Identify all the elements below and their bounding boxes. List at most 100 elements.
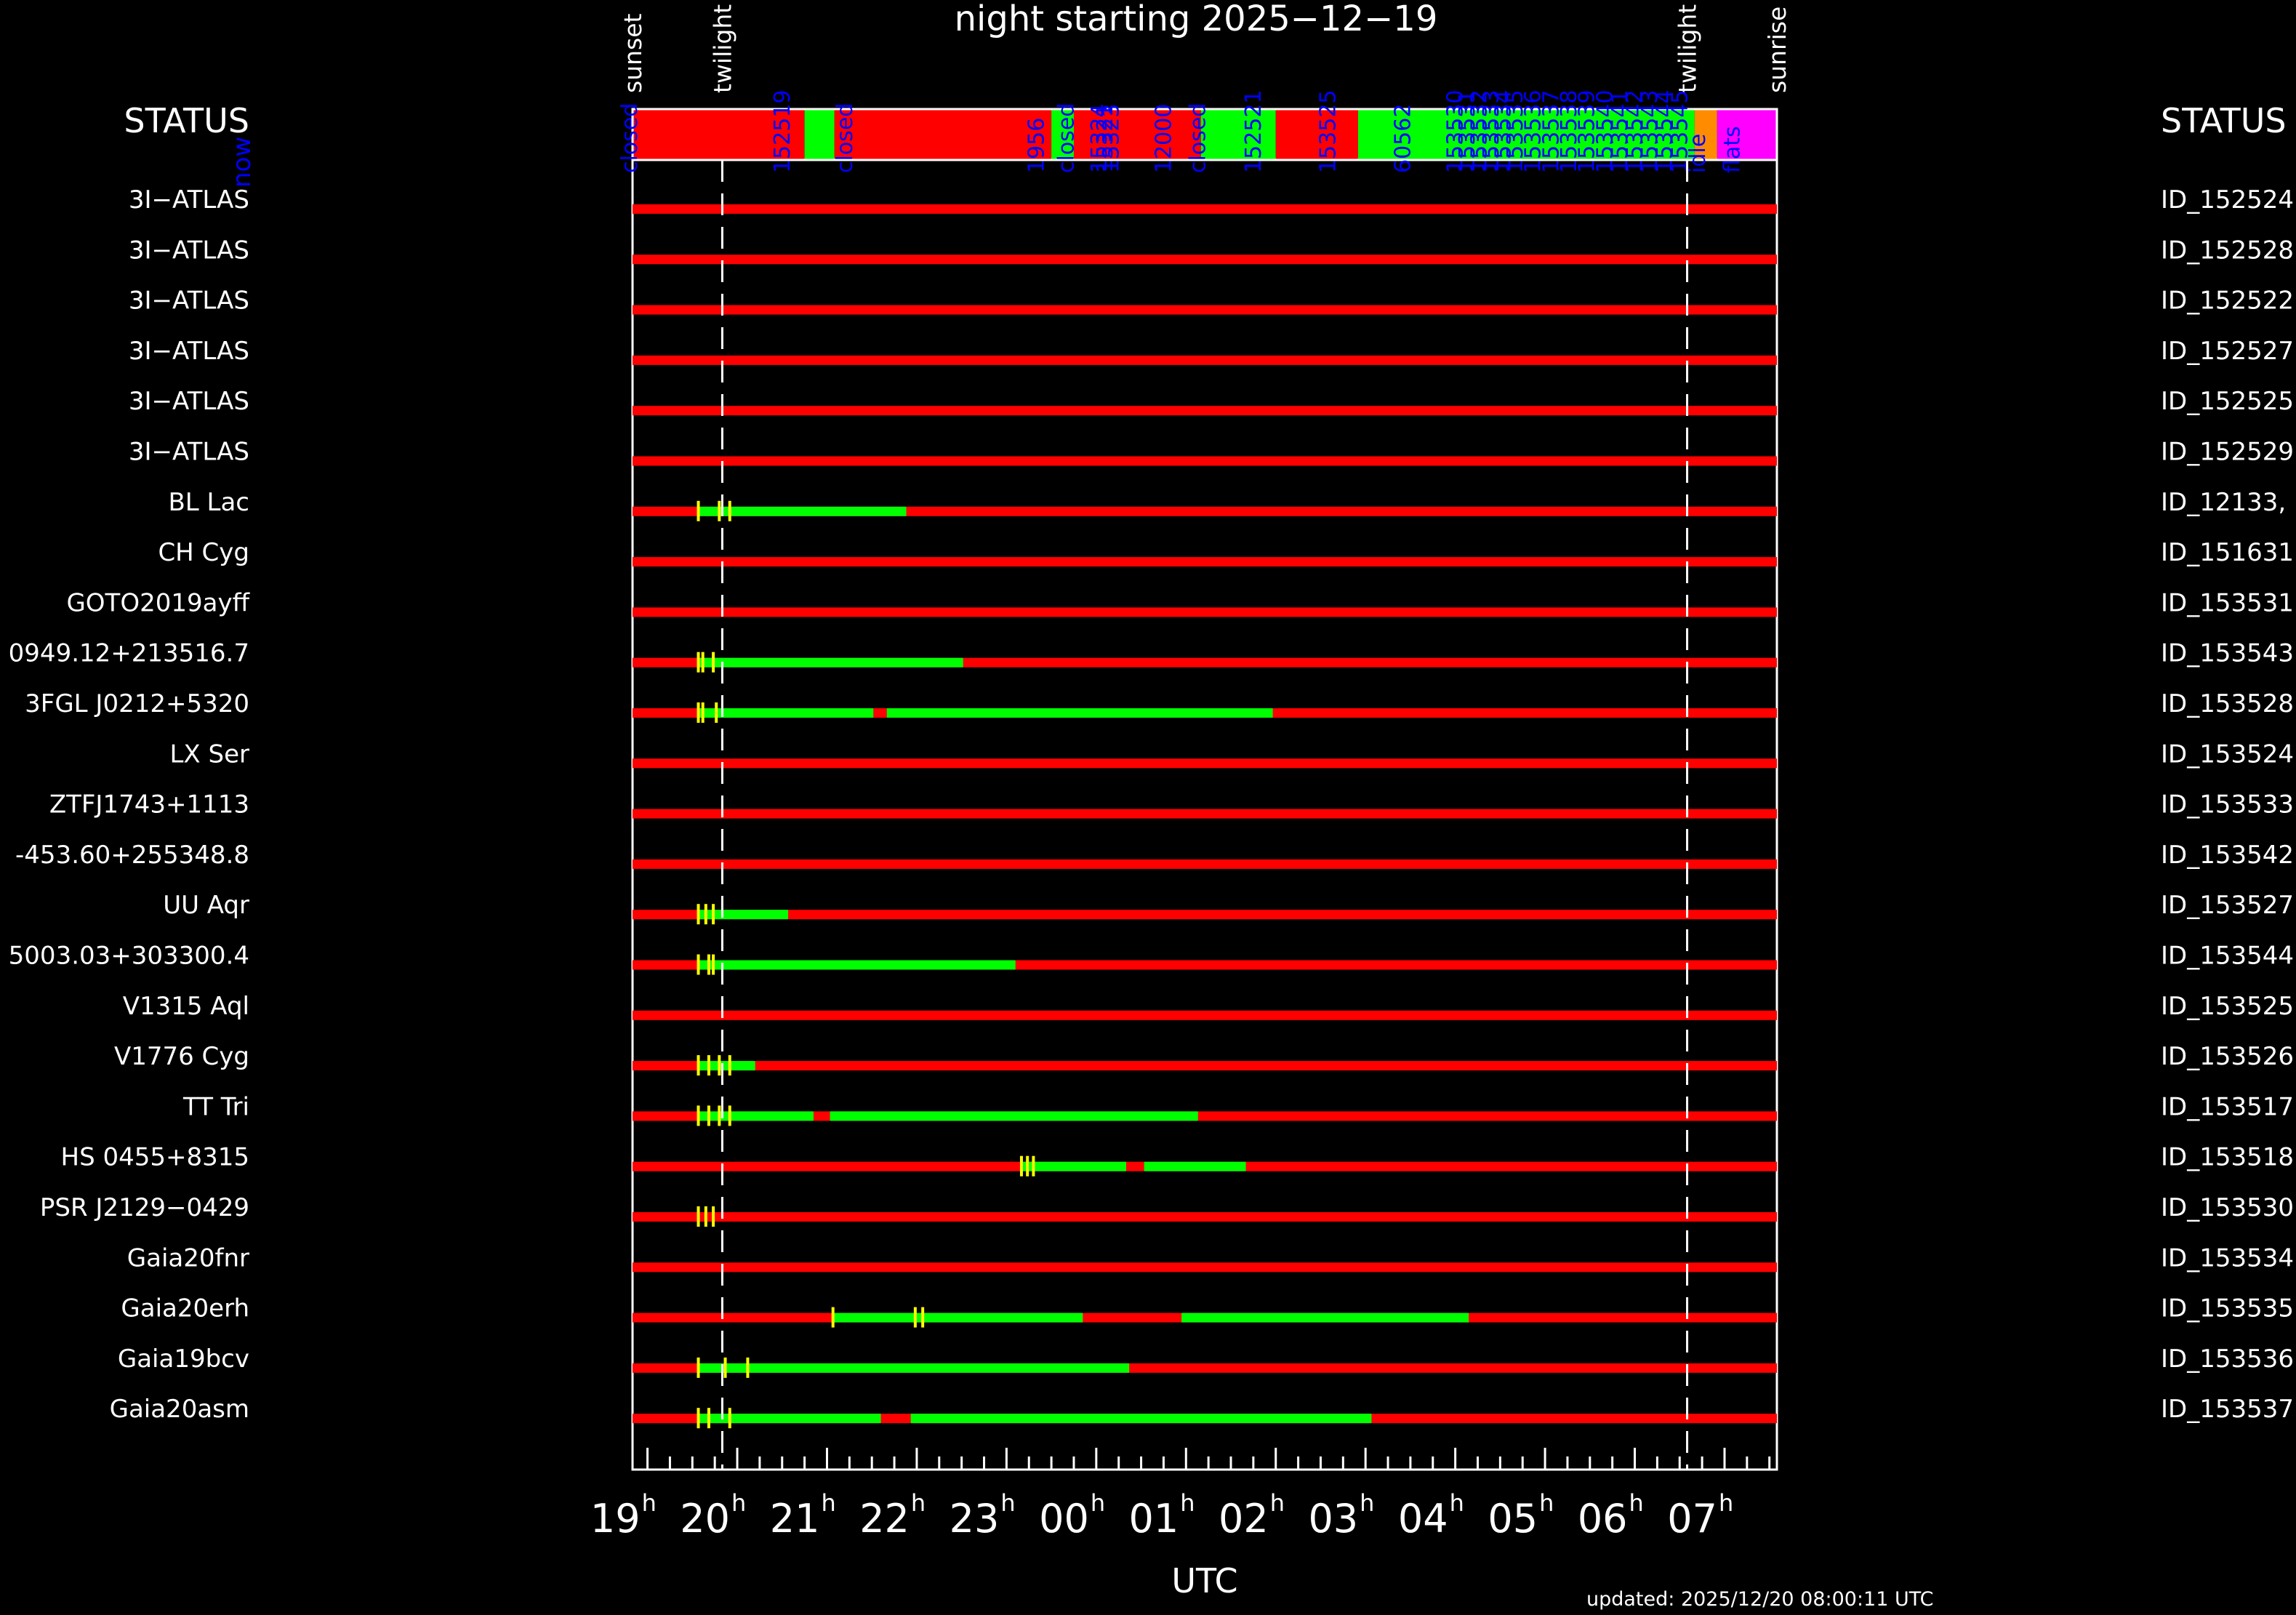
row-unobservable-bar — [633, 204, 1777, 214]
row-unobservable-bar — [633, 1262, 1777, 1273]
x-tick-label-suffix: h — [911, 1489, 926, 1517]
status-bar-label: 153530 — [1443, 89, 1469, 173]
row-target-id: ID_153542 — [2161, 841, 2294, 870]
row-exposure-tick — [707, 1105, 710, 1126]
row-exposure-tick — [1026, 1155, 1029, 1177]
row-target-name: PSR J2129−0429 — [40, 1193, 249, 1222]
row-exposure-tick — [712, 652, 715, 673]
row-target-name: 3FGL J0212+5320 — [25, 689, 249, 718]
row-target-id: ID_153536 — [2161, 1345, 2294, 1374]
row-unobservable-bar — [633, 355, 1777, 365]
x-tick-label: 07 — [1667, 1496, 1717, 1542]
row-exposure-tick — [715, 702, 718, 723]
status-bar-label: 1956 — [1024, 118, 1050, 173]
updated-timestamp: updated: 2025/12/20 08:00:11 UTC — [1586, 1588, 1934, 1611]
status-bar-label: 153544 — [1653, 89, 1678, 173]
status-bar-label: 15324 — [1087, 104, 1112, 173]
status-bar-label: 152519 — [770, 89, 795, 173]
status-segment-flats — [1717, 109, 1777, 160]
status-bar-label: idle — [1685, 134, 1711, 173]
row-target-id: ID_153537 — [2161, 1395, 2294, 1424]
row-target-name: 3I−ATLAS — [129, 286, 249, 316]
status-bar-label: 15323 — [1099, 104, 1124, 173]
row-exposure-tick — [718, 1105, 721, 1126]
x-tick-label: 22 — [859, 1496, 910, 1542]
row-unobservable-bar — [633, 1010, 1777, 1020]
row-unobservable-bar — [633, 1212, 1777, 1222]
x-tick-label: 02 — [1219, 1496, 1269, 1542]
row-observable-segment — [698, 708, 874, 718]
status-bar-label: 153531 — [1455, 89, 1480, 173]
row-target-id: ID_153544 — [2161, 942, 2294, 971]
twilight-lines — [720, 160, 1689, 1470]
row-exposure-tick — [746, 1357, 750, 1378]
row-exposure-tick — [701, 702, 705, 723]
row-observable-segment — [886, 708, 1273, 718]
status-bar-label: 15321 — [1093, 104, 1118, 173]
row-unobservable-bar — [633, 305, 1777, 315]
status-bar-label: closed — [1186, 103, 1211, 173]
row-unobservable-bar — [633, 1061, 1777, 1071]
marker-label-sunrise: sunrise — [1763, 7, 1791, 93]
status-bar-labels: closed 152519 closed 1956 closed 153241532115… — [617, 89, 1745, 173]
row-target-name: BL Lac — [168, 488, 249, 517]
x-tick-label-suffix: h — [1719, 1489, 1733, 1517]
status-segment-open — [1357, 109, 1695, 160]
row-exposure-tick — [707, 954, 710, 975]
time-axis: 19 h 20 h 21 h 22 h 23 h 00 h 01 h 02 h 03 h 04 h 05 h 06 h 07 h — [590, 1448, 1771, 1542]
status-bar-label: closed — [1054, 103, 1080, 173]
row-exposure-tick — [697, 500, 700, 521]
status-bar — [631, 108, 1778, 161]
row-target-name: Gaia19bcv — [118, 1345, 249, 1374]
row-target-id: ID_153534 — [2161, 1243, 2294, 1273]
row-exposure-tick — [1032, 1155, 1035, 1177]
status-bar-label: 153538 — [1557, 89, 1582, 173]
row-target-id: ID_153518 — [2161, 1143, 2294, 1172]
row-target-id: ID_153528 — [2161, 689, 2294, 718]
x-tick-label: 03 — [1308, 1496, 1358, 1542]
row-exposure-tick — [728, 500, 731, 521]
status-bar-label: 153532 — [1467, 89, 1493, 173]
marker-label-twilight: twilight — [1674, 4, 1702, 93]
status-bar-label: 153541 — [1607, 89, 1633, 173]
row-unobservable-bar — [633, 557, 1777, 567]
row-exposure-tick — [697, 904, 700, 925]
row-observable-segment — [698, 910, 788, 920]
row-exposure-tick — [728, 1408, 731, 1429]
row-target-name: 0949.12+213516.7 — [9, 639, 249, 668]
row-target-name: 3I−ATLAS — [129, 337, 249, 366]
marker-label-twilight: twilight — [708, 4, 736, 93]
x-tick-label-suffix: h — [1360, 1489, 1374, 1517]
row-observable-segment — [698, 657, 963, 668]
x-tick-label-suffix: h — [1000, 1489, 1015, 1517]
row-exposure-tick — [921, 1307, 925, 1328]
x-tick-label: 00 — [1039, 1496, 1089, 1542]
x-tick-label: 06 — [1578, 1496, 1628, 1542]
x-tick-label: 05 — [1488, 1496, 1538, 1542]
row-target-id: ID_153526 — [2161, 1042, 2294, 1071]
status-bar-label: 12000 — [1151, 104, 1176, 173]
status-bar-label: 153543 — [1637, 89, 1663, 173]
row-exposure-tick — [697, 1206, 700, 1227]
now-label: now — [228, 137, 257, 188]
row-exposure-tick — [913, 1307, 917, 1328]
x-tick-label-suffix: h — [1629, 1489, 1644, 1517]
row-target-name: TT Tri — [182, 1092, 249, 1121]
status-bar-label: 153545 — [1667, 89, 1693, 173]
row-target-id: ID_152522 — [2161, 286, 2294, 316]
x-tick-label-suffix: h — [1180, 1489, 1195, 1517]
x-tick-label-suffix: h — [642, 1489, 657, 1517]
x-tick-label: 23 — [950, 1496, 1000, 1542]
x-tick-label-suffix: h — [731, 1489, 746, 1517]
row-target-id: ID_153530 — [2161, 1193, 2294, 1222]
x-tick-label-suffix: h — [1091, 1489, 1105, 1517]
row-target-id: ID_153525 — [2161, 992, 2294, 1021]
row-target-name: CH Cyg — [158, 538, 249, 567]
row-unobservable-bar — [633, 506, 1777, 516]
row-target-name: -453.60+255348.8 — [15, 841, 249, 870]
row-observable-segment — [698, 1111, 814, 1121]
status-bar-label: flats — [1719, 126, 1745, 173]
row-target-name: Gaia20asm — [110, 1395, 249, 1424]
